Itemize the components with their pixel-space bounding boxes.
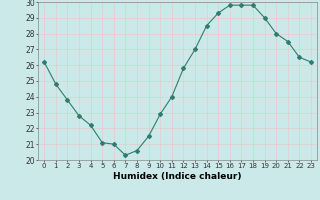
X-axis label: Humidex (Indice chaleur): Humidex (Indice chaleur) [113,172,242,181]
